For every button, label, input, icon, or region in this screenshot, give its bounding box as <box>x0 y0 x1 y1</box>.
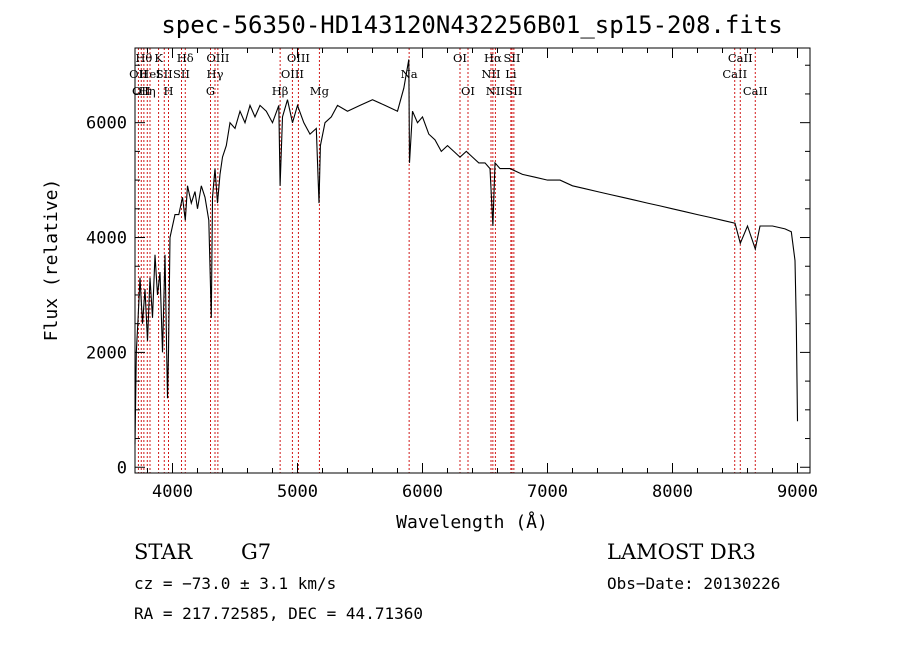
x-tick-label-8000: 8000 <box>652 482 693 502</box>
plot-frame <box>134 47 811 474</box>
y-tick-label-0: 0 <box>117 458 127 478</box>
line-label-0: OII <box>129 67 148 81</box>
x-tick-label-6000: 6000 <box>402 482 443 502</box>
line-label-14: OIII <box>281 67 304 81</box>
redshift-value: cz = −73.0 ± 3.1 km/s <box>134 574 337 593</box>
object-subclass: G7 <box>241 540 272 564</box>
survey-name: LAMOST DR3 <box>607 540 756 564</box>
line-label-2: Hθ <box>135 51 152 65</box>
x-tick-label-4000: 4000 <box>152 482 193 502</box>
line-label-11: Hγ <box>207 67 224 81</box>
line-label-10: G <box>206 84 215 98</box>
line-label-23: Li <box>505 67 517 81</box>
object-class: STAR <box>134 540 193 564</box>
obs-date: Obs−Date: 20130226 <box>607 574 781 593</box>
spectral-line-labels: OIIOIIHθHηHeIKSIIHHδSIIGHγOIIIHβOIIIOIII… <box>129 51 768 98</box>
line-label-28: CaII <box>743 84 768 98</box>
chart-title: spec-56350-HD143120N432256B01_sp15-208.f… <box>161 11 782 39</box>
line-label-12: OIII <box>206 51 229 65</box>
line-label-6: SII <box>156 67 173 81</box>
x-tick-label-9000: 9000 <box>777 482 818 502</box>
spectrum-series-line <box>134 59 799 445</box>
line-label-13: Hβ <box>272 84 289 98</box>
y-axis-ticks: 0 2000 4000 6000 <box>86 64 810 478</box>
line-label-18: OI <box>453 51 467 65</box>
line-label-4: HeI <box>139 67 160 81</box>
line-label-24: SII <box>504 51 521 65</box>
line-label-26: CaII <box>722 67 747 81</box>
x-axis-ticks: 4000 5000 6000 7000 8000 9000 <box>147 48 818 502</box>
line-label-7: H <box>163 84 173 98</box>
x-tick-label-5000: 5000 <box>277 482 318 502</box>
line-label-3: Hη <box>139 84 156 98</box>
line-label-9: SII <box>173 67 190 81</box>
line-label-25: SII <box>505 84 522 98</box>
line-label-15: OIII <box>287 51 310 65</box>
spectral-line-markers <box>137 48 756 473</box>
line-label-5: K <box>154 51 163 65</box>
y-tick-label-6000: 6000 <box>86 114 127 134</box>
y-tick-label-4000: 4000 <box>86 229 127 249</box>
line-label-19: OI <box>461 84 475 98</box>
x-tick-label-7000: 7000 <box>527 482 568 502</box>
coordinates: RA = 217.72585, DEC = 44.71360 <box>134 604 423 623</box>
line-label-1: OII <box>132 84 151 98</box>
x-axis-label: Wavelength (Å) <box>396 511 548 533</box>
y-axis-label: Flux (relative) <box>41 179 62 342</box>
line-label-27: CaII <box>728 51 753 65</box>
line-label-8: Hδ <box>177 51 194 65</box>
line-label-22: NII <box>486 84 505 98</box>
y-tick-label-2000: 2000 <box>86 343 127 363</box>
line-label-21: Hα <box>484 51 502 65</box>
line-label-16: Mg <box>310 84 330 98</box>
line-label-20: NII <box>481 67 500 81</box>
